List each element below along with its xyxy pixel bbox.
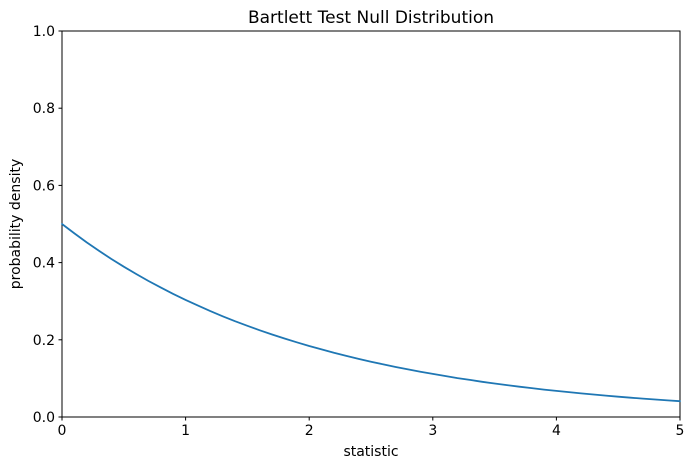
y-tick-label: 0.2: [33, 333, 55, 349]
x-tick-label: 0: [58, 423, 67, 439]
y-tick-label: 0.0: [33, 410, 55, 426]
y-tick-label: 0.4: [33, 256, 55, 272]
x-tick-label: 1: [181, 423, 190, 439]
x-tick-label: 4: [552, 423, 561, 439]
pdf-curve: [61, 223, 681, 403]
x-tick-label: 3: [428, 423, 437, 439]
y-tick-label: 0.8: [33, 101, 55, 117]
y-tick-label: 1.0: [33, 24, 55, 40]
x-axis-label: statistic: [343, 444, 399, 460]
chart-title: Bartlett Test Null Distribution: [247, 8, 495, 28]
x-tick-label: 5: [676, 423, 685, 439]
y-tick-label: 0.6: [33, 178, 55, 194]
axes-frame: [61, 30, 681, 418]
x-tick-label: 2: [305, 423, 314, 439]
